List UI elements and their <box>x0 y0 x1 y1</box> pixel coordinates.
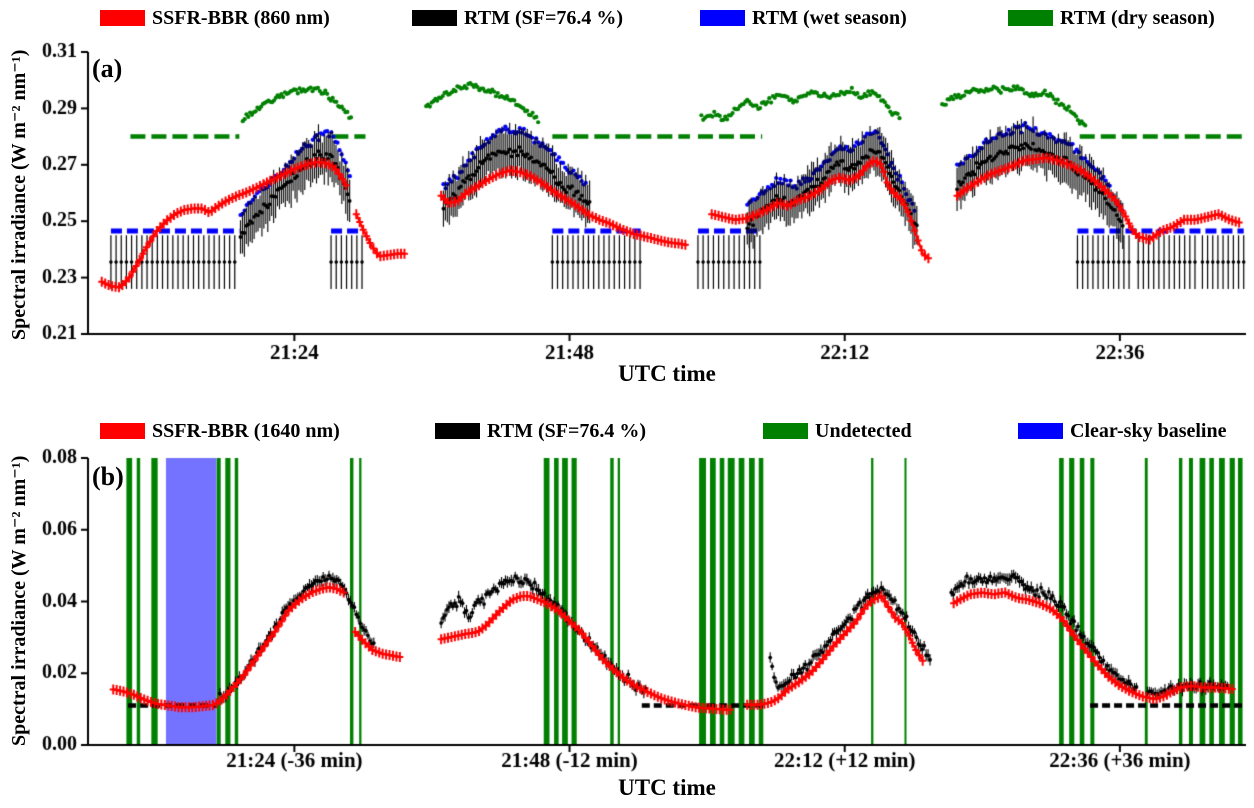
legend-swatch-green-icon <box>763 423 808 439</box>
legend-swatch-red-icon <box>100 423 145 439</box>
panel-b-label: (b) <box>92 462 124 491</box>
panel-a-x-axis-title: UTC time <box>618 361 716 386</box>
legend-item-undetected: Undetected <box>763 420 912 442</box>
panel-b-y-axis-title: Spectral irradiance (W m⁻² nm⁻¹) <box>8 455 30 747</box>
legend-swatch-red-icon <box>100 10 145 26</box>
legend-item-ssfr-bbr-1640: SSFR-BBR (1640 nm) <box>100 420 340 442</box>
legend-item-ssfr-bbr-860: SSFR-BBR (860 nm) <box>100 7 330 29</box>
panel-b-x-axis-title: UTC time <box>618 775 716 800</box>
legend-label-ssfr-bbr-860: SSFR-BBR (860 nm) <box>152 6 330 29</box>
legend-swatch-blue-icon <box>1018 423 1063 439</box>
legend-item-rtm-sf-b: RTM (SF=76.4 %) <box>435 420 646 442</box>
legend-label-rtm-dry: RTM (dry season) <box>1060 6 1215 29</box>
legend-item-rtm-dry: RTM (dry season) <box>1008 7 1215 29</box>
legend-swatch-black-icon <box>435 423 480 439</box>
panel-a-label: (a) <box>92 54 123 83</box>
legend-label-rtm-sf-b: RTM (SF=76.4 %) <box>487 419 647 442</box>
legend-item-clear-sky: Clear-sky baseline <box>1018 420 1226 442</box>
legend-item-rtm-sf: RTM (SF=76.4 %) <box>412 7 623 29</box>
legend-swatch-blue-icon <box>700 10 745 26</box>
legend-swatch-green-icon <box>1008 10 1053 26</box>
legend-swatch-black-icon <box>412 10 457 26</box>
legend-item-rtm-wet: RTM (wet season) <box>700 7 907 29</box>
legend-label-ssfr-bbr-1640: SSFR-BBR (1640 nm) <box>152 419 340 442</box>
panel-a-y-axis-title: Spectral irradiance (W m⁻² nm⁻¹) <box>8 49 30 341</box>
legend-label-rtm-sf: RTM (SF=76.4 %) <box>464 6 624 29</box>
legend-label-clear-sky: Clear-sky baseline <box>1070 419 1227 442</box>
legend-label-undetected: Undetected <box>815 419 912 442</box>
legend-label-rtm-wet: RTM (wet season) <box>752 6 907 29</box>
